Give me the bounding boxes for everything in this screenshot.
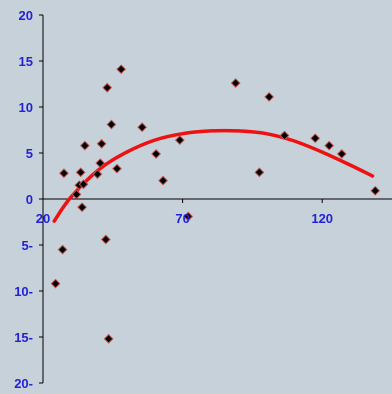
data-point [230, 78, 241, 88]
x-tick-label: 70 [175, 211, 189, 226]
data-point [100, 234, 111, 245]
data-points [50, 64, 381, 344]
y-tick-label: 10- [14, 284, 33, 299]
data-point [71, 189, 82, 200]
data-point [158, 175, 168, 186]
data-point [370, 185, 381, 196]
y-tick-label: 0 [26, 192, 33, 207]
y-tick-label: 15- [14, 330, 33, 345]
data-point [96, 138, 107, 149]
data-point [264, 91, 275, 102]
data-point [174, 135, 185, 146]
trend-line [52, 128, 375, 223]
data-point [75, 167, 86, 178]
data-point [103, 333, 114, 344]
data-point [59, 168, 69, 179]
y-tick-label: 10 [19, 100, 33, 115]
data-point [324, 140, 335, 151]
data-point [137, 122, 148, 133]
tick-labels: 20 15 10 5 0 5- 10- 15- 20- 20 70 120 [14, 8, 333, 391]
data-point [254, 167, 265, 178]
y-tick-label: 15 [19, 54, 33, 69]
data-point [106, 119, 117, 130]
data-point [77, 202, 87, 213]
trend-layer [52, 128, 375, 223]
data-point [79, 140, 90, 151]
data-point [310, 133, 321, 144]
data-point [95, 158, 106, 169]
data-point [57, 244, 68, 255]
data-point [151, 149, 161, 159]
x-tick-label: 20 [36, 211, 50, 226]
data-point [336, 149, 347, 159]
data-point [92, 169, 103, 180]
data-point [78, 179, 89, 190]
data-point [279, 130, 290, 141]
data-point [116, 64, 127, 75]
y-tick-label: 20- [14, 376, 33, 391]
y-tick-label: 5- [21, 238, 33, 253]
data-point [112, 163, 122, 174]
data-point [183, 211, 194, 222]
data-point [102, 82, 113, 93]
y-tick-label: 5 [26, 146, 33, 161]
y-tick-label: 20 [19, 8, 33, 23]
data-point [50, 278, 61, 289]
x-tick-label: 120 [311, 211, 333, 226]
axes [39, 14, 392, 384]
